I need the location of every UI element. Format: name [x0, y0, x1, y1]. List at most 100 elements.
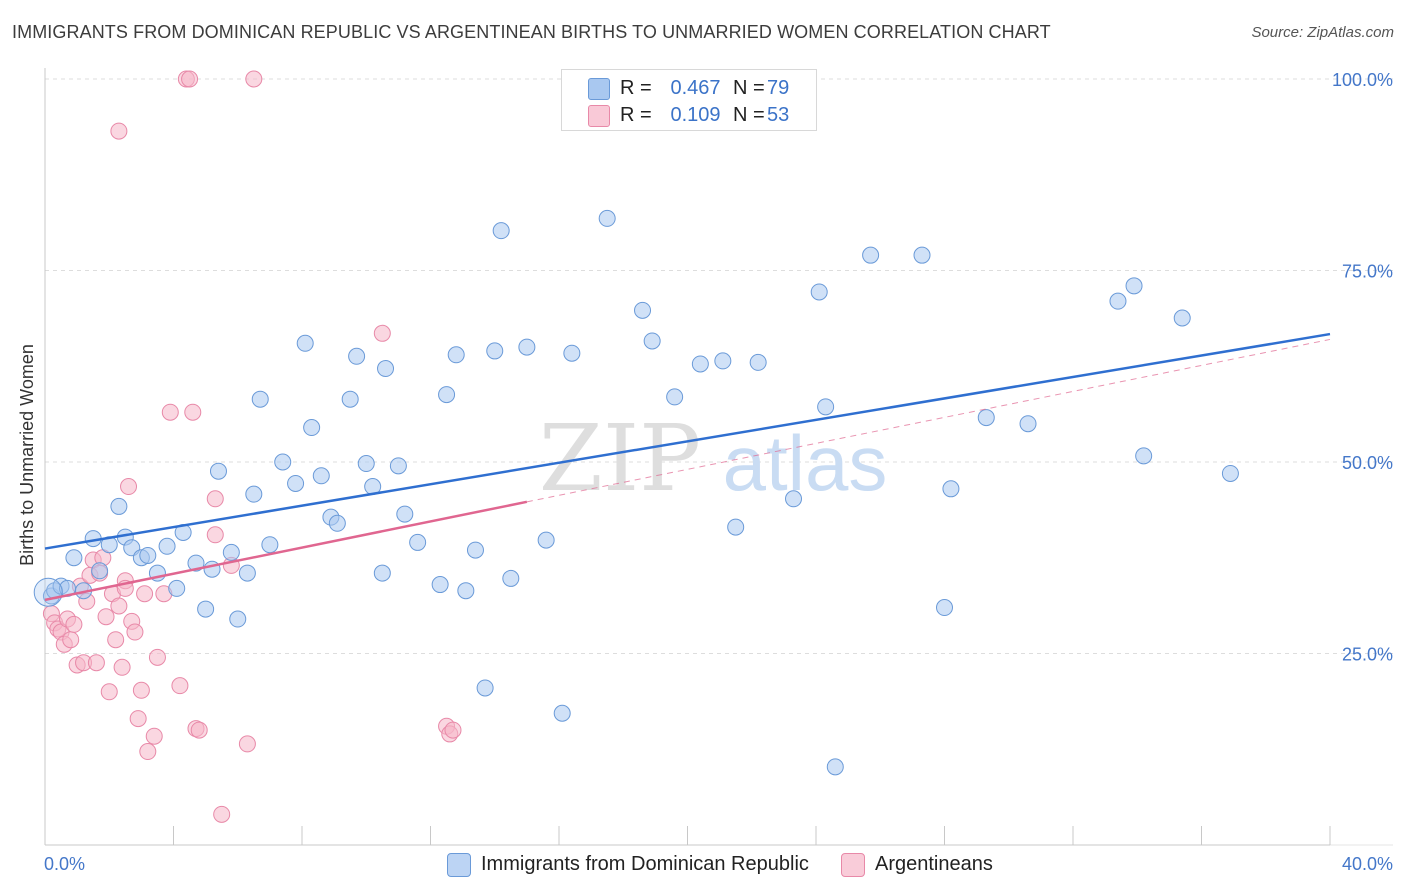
data-point-dominican — [303, 419, 321, 437]
data-point-dominican — [502, 569, 520, 587]
data-point-argentineans — [136, 585, 154, 603]
data-point-argentineans — [190, 721, 208, 739]
data-point-argentineans — [113, 658, 131, 676]
data-point-dominican — [1221, 464, 1239, 482]
data-point-dominican — [341, 390, 359, 408]
y-tick-label: 75.0% — [1342, 262, 1393, 282]
data-point-dominican — [785, 490, 803, 508]
data-point-dominican — [486, 342, 504, 360]
data-point-dominican — [139, 546, 157, 564]
data-point-dominican — [666, 388, 684, 406]
legend-r-label: R = — [620, 104, 652, 126]
x-tick-labels: 0.0% 40.0% — [44, 854, 1393, 874]
axes — [44, 68, 1331, 846]
data-point-argentineans — [238, 735, 256, 753]
legend-n-label: N = — [733, 77, 765, 99]
data-point-dominican — [810, 283, 828, 301]
data-point-argentineans — [148, 648, 166, 666]
data-point-dominican — [238, 564, 256, 582]
legend-n-value: 79 — [767, 77, 790, 99]
data-point-dominican — [492, 222, 510, 240]
data-point-dominican — [749, 353, 767, 371]
chart-source: Source: ZipAtlas.com — [1251, 24, 1394, 41]
trend-line-argentineans — [44, 500, 528, 602]
data-point-dominican — [33, 577, 63, 607]
data-point-dominican — [296, 334, 314, 352]
trend-lines — [44, 332, 1331, 602]
data-point-dominican — [409, 533, 427, 551]
data-point-dominican — [245, 485, 263, 503]
x-tick-label: 40.0% — [1342, 854, 1393, 874]
data-point-argentineans — [245, 70, 263, 88]
series-dominican-points — [33, 209, 1239, 776]
data-point-dominican — [598, 209, 616, 227]
data-point-dominican — [1125, 277, 1143, 295]
data-point-dominican — [691, 355, 709, 373]
legend-swatch-blue — [588, 78, 610, 100]
data-point-dominican — [438, 386, 456, 404]
data-point-argentineans — [110, 597, 128, 615]
data-point-dominican — [913, 246, 931, 264]
data-point-dominican — [389, 457, 407, 475]
data-point-argentineans — [206, 490, 224, 508]
data-point-dominican — [110, 497, 128, 515]
data-point-dominican — [977, 409, 995, 427]
legend-r-label: R = — [620, 77, 652, 99]
y-tick-label: 50.0% — [1342, 453, 1393, 473]
data-point-dominican — [261, 536, 279, 554]
correlation-legend: R = 0.467 N = 79 R = 0.109 N = 53 — [561, 69, 817, 131]
legend-r-value: 0.467 — [670, 77, 721, 99]
data-point-dominican — [457, 582, 475, 600]
grid-lines — [45, 78, 1393, 846]
data-point-dominican — [158, 537, 176, 555]
data-point-dominican — [643, 332, 661, 350]
data-point-dominican — [1135, 447, 1153, 465]
y-tick-label: 100.0% — [1332, 70, 1393, 90]
data-point-dominican — [537, 531, 555, 549]
data-point-dominican — [466, 541, 484, 559]
data-point-dominican — [634, 301, 652, 319]
data-point-argentineans — [126, 623, 144, 641]
data-point-dominican — [1173, 309, 1191, 327]
data-point-dominican — [431, 576, 449, 594]
chart-title: IMMIGRANTS FROM DOMINICAN REPUBLIC VS AR… — [12, 22, 1051, 42]
bottom-legend-swatch-blue — [447, 853, 471, 877]
data-point-dominican — [168, 579, 186, 597]
watermark-zip: ZIP — [539, 405, 701, 512]
data-point-argentineans — [129, 710, 147, 728]
data-point-argentineans — [145, 727, 163, 745]
data-point-dominican — [817, 398, 835, 416]
bottom-legend-label: Argentineans — [875, 853, 993, 875]
data-point-argentineans — [444, 721, 462, 739]
data-point-dominican — [476, 679, 494, 697]
data-point-argentineans — [97, 608, 115, 626]
data-point-dominican — [251, 390, 269, 408]
watermark: ZIP atlas — [539, 405, 887, 512]
data-point-dominican — [222, 543, 240, 561]
data-point-dominican — [373, 564, 391, 582]
y-tick-labels: 25.0% 50.0% 75.0% 100.0% — [1332, 70, 1393, 665]
data-point-argentineans — [87, 654, 105, 672]
data-point-dominican — [727, 518, 745, 536]
data-point-dominican — [518, 338, 536, 356]
data-point-argentineans — [132, 681, 150, 699]
data-point-dominican — [65, 549, 83, 567]
data-point-dominican — [563, 344, 581, 362]
legend-swatch-pink — [588, 105, 610, 127]
data-point-argentineans — [161, 403, 179, 421]
trend-line-argentineans-extrapolated — [526, 338, 1331, 503]
data-point-dominican — [209, 462, 227, 480]
data-point-argentineans — [213, 805, 231, 823]
data-point-dominican — [348, 347, 366, 365]
trend-line-dominican — [44, 332, 1331, 550]
data-point-dominican — [377, 360, 395, 378]
watermark-atlas: atlas — [723, 419, 888, 507]
legend-n-label: N = — [733, 104, 765, 126]
data-point-argentineans — [171, 677, 189, 695]
legend-n-value: 53 — [767, 104, 790, 126]
data-point-argentineans — [373, 324, 391, 342]
data-point-argentineans — [139, 743, 157, 761]
data-point-dominican — [447, 346, 465, 364]
data-point-dominican — [396, 505, 414, 523]
data-point-argentineans — [62, 631, 80, 649]
